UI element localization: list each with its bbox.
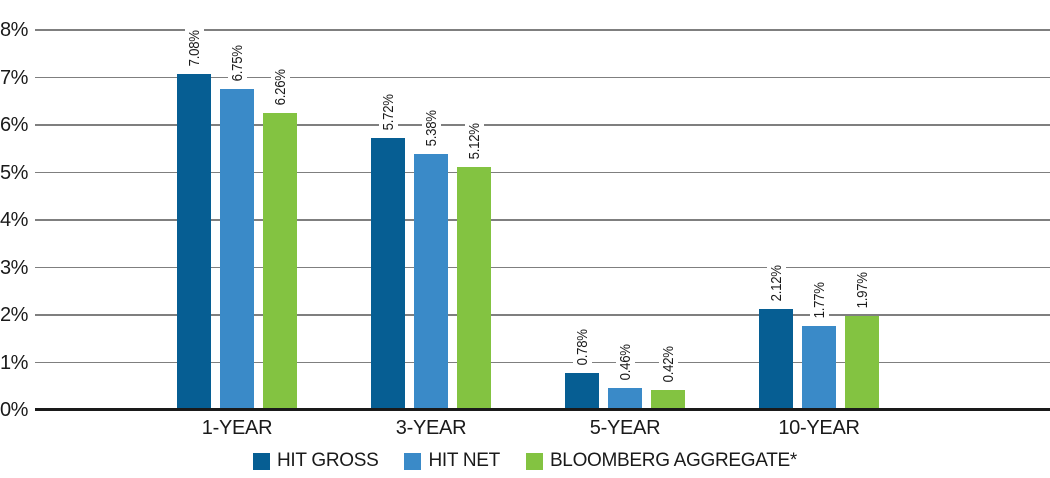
legend-item-hit-gross: HIT GROSS <box>253 450 379 472</box>
legend-swatch-icon <box>525 452 543 470</box>
y-axis-tick-label: 1% <box>0 351 28 374</box>
bar-bloomberg-aggregate-1-year <box>263 112 297 410</box>
bar-hit-net-10-year <box>802 325 836 410</box>
bar-hit-gross-5-year <box>565 372 599 410</box>
bar-value-label: 0.46% <box>615 341 635 384</box>
legend-item-hit-net: HIT NET <box>404 450 500 472</box>
y-axis-tick-label: 5% <box>0 161 28 184</box>
x-axis-category-label-3-year: 3-YEAR <box>395 417 467 439</box>
bar-value-label: 6.26% <box>270 66 290 108</box>
bar-bloomberg-aggregate-3-year <box>457 166 491 410</box>
gridline-1% <box>35 361 1050 363</box>
bar-value-label: 1.97% <box>852 270 872 312</box>
bar-hit-gross-3-year <box>371 138 405 410</box>
legend: HIT GROSS HIT NET BLOOMBERG AGGREGATE* <box>0 450 1050 472</box>
gridline-6% <box>35 124 1050 126</box>
bar-value-label: 0.78% <box>572 326 592 368</box>
x-axis-category-label-10-year: 10-YEAR <box>778 417 860 439</box>
gridline-2% <box>35 314 1050 316</box>
y-axis-tick-label: 4% <box>0 209 28 231</box>
y-axis-tick-label: 8% <box>0 19 28 41</box>
y-axis-tick-label: 0% <box>0 399 28 421</box>
y-axis-tick-label: 6% <box>0 114 28 136</box>
y-axis-tick-label: 2% <box>0 304 28 326</box>
bar-bloomberg-aggregate-10-year <box>845 316 879 410</box>
legend-item-label: HIT NET <box>428 450 500 471</box>
x-axis-line <box>35 408 1050 411</box>
x-axis-category-label-1-year: 1-YEAR <box>201 417 273 439</box>
y-axis-tick-label: 7% <box>0 66 28 89</box>
legend-swatch-icon <box>253 452 271 470</box>
bar-value-label: 6.75% <box>227 42 247 85</box>
bar-value-label: 0.42% <box>658 343 678 386</box>
y-axis-tick-label: 3% <box>0 256 28 279</box>
legend-item-label: BLOOMBERG AGGREGATE* <box>549 450 797 471</box>
legend-item-label: HIT GROSS <box>277 450 379 471</box>
gridline-7% <box>35 76 1050 78</box>
bar-value-label: 1.77% <box>809 279 829 321</box>
bar-value-label: 5.72% <box>378 91 398 134</box>
legend-item-bloomberg-aggregate: BLOOMBERG AGGREGATE* <box>525 450 797 472</box>
bar-hit-net-5-year <box>608 388 642 410</box>
bar-value-label: 5.38% <box>421 108 441 150</box>
gridline-5% <box>35 171 1050 173</box>
gridline-4% <box>35 219 1050 221</box>
bar-bloomberg-aggregate-5-year <box>651 390 685 410</box>
bar-hit-gross-1-year <box>177 73 211 410</box>
bar-value-label: 5.12% <box>464 120 484 162</box>
gridline-8% <box>35 29 1050 31</box>
bar-hit-net-3-year <box>414 154 448 410</box>
bar-hit-gross-10-year <box>759 309 793 410</box>
bar-value-label: 7.08% <box>184 27 204 69</box>
bar-hit-net-1-year <box>220 89 254 410</box>
gridline-3% <box>35 266 1050 268</box>
bar-value-label: 2.12% <box>766 262 786 305</box>
x-axis-category-label-5-year: 5-YEAR <box>589 417 661 439</box>
legend-swatch-icon <box>404 452 422 470</box>
